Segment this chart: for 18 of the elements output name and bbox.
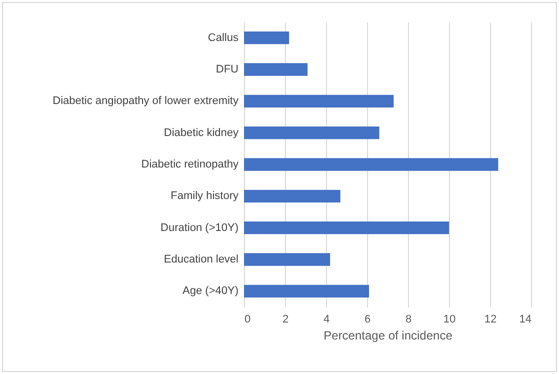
x-axis-title: Percentage of incidence: [324, 328, 453, 342]
y-tick-label: Education level: [164, 254, 238, 266]
y-tick-label: Diabetic retinopathy: [141, 158, 239, 170]
x-tick-label: 8: [405, 314, 412, 326]
x-tick-label: 0: [244, 314, 251, 326]
y-tick-label: Callus: [208, 32, 239, 44]
y-tick-label: Age (>40Y): [182, 285, 238, 298]
x-tick-label: 10: [443, 314, 456, 326]
x-tick-label: 6: [364, 314, 371, 326]
x-tick-label: 2: [282, 314, 289, 326]
y-tick-label: Family history: [170, 190, 239, 202]
y-tick-label: Duration (>10Y): [160, 222, 238, 234]
y-tick-label: DFU: [216, 64, 239, 76]
y-tick-label: Diabetic angiopathy of lower extremity: [52, 95, 239, 108]
x-tick-label: 14: [519, 314, 532, 326]
x-tick-label: 12: [484, 314, 497, 326]
y-tick-label: Diabetic kidney: [164, 126, 239, 139]
x-tick-label: 4: [323, 314, 330, 326]
